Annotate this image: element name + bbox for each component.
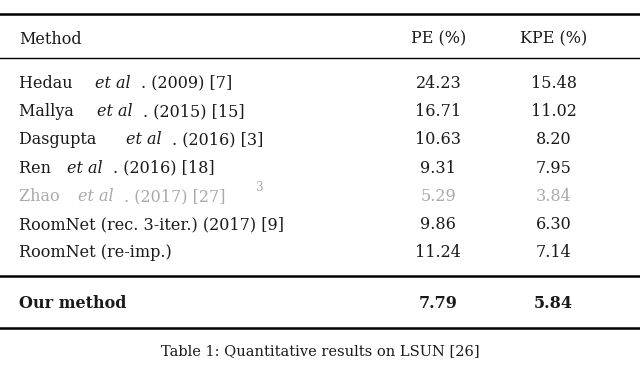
Text: 7.95: 7.95 bbox=[536, 160, 572, 177]
Text: et al: et al bbox=[97, 103, 132, 120]
Text: . (2017) [27]: . (2017) [27] bbox=[124, 188, 226, 205]
Text: 11.24: 11.24 bbox=[415, 244, 461, 262]
Text: 9.86: 9.86 bbox=[420, 216, 456, 233]
Text: 7.79: 7.79 bbox=[419, 295, 458, 312]
Text: et al: et al bbox=[125, 131, 161, 148]
Text: Table 1: Quantitative results on LSUN [26]: Table 1: Quantitative results on LSUN [2… bbox=[161, 344, 479, 359]
Text: RoomNet (rec. 3-iter.) (2017) [9]: RoomNet (rec. 3-iter.) (2017) [9] bbox=[19, 216, 284, 233]
Text: Dasgupta: Dasgupta bbox=[19, 131, 102, 148]
Text: et al: et al bbox=[95, 75, 131, 92]
Text: et al: et al bbox=[67, 160, 103, 177]
Text: 3: 3 bbox=[255, 181, 263, 193]
Text: Zhao: Zhao bbox=[19, 188, 65, 205]
Text: 6.30: 6.30 bbox=[536, 216, 572, 233]
Text: 5.84: 5.84 bbox=[534, 295, 573, 312]
Text: Ren: Ren bbox=[19, 160, 56, 177]
Text: 5.29: 5.29 bbox=[420, 188, 456, 205]
Text: . (2016) [18]: . (2016) [18] bbox=[113, 160, 214, 177]
Text: Our method: Our method bbox=[19, 295, 127, 312]
Text: 7.14: 7.14 bbox=[536, 244, 572, 262]
Text: 10.63: 10.63 bbox=[415, 131, 461, 148]
Text: Hedau: Hedau bbox=[19, 75, 78, 92]
Text: 16.71: 16.71 bbox=[415, 103, 461, 120]
Text: 8.20: 8.20 bbox=[536, 131, 572, 148]
Text: 24.23: 24.23 bbox=[415, 75, 461, 92]
Text: KPE (%): KPE (%) bbox=[520, 31, 588, 48]
Text: . (2016) [3]: . (2016) [3] bbox=[172, 131, 263, 148]
Text: Method: Method bbox=[19, 31, 82, 48]
Text: 3.84: 3.84 bbox=[536, 188, 572, 205]
Text: et al: et al bbox=[78, 188, 114, 205]
Text: . (2009) [7]: . (2009) [7] bbox=[141, 75, 232, 92]
Text: RoomNet (re-imp.): RoomNet (re-imp.) bbox=[19, 244, 172, 262]
Text: PE (%): PE (%) bbox=[411, 31, 466, 48]
Text: Mallya: Mallya bbox=[19, 103, 79, 120]
Text: 9.31: 9.31 bbox=[420, 160, 456, 177]
Text: 15.48: 15.48 bbox=[531, 75, 577, 92]
Text: 11.02: 11.02 bbox=[531, 103, 577, 120]
Text: . (2015) [15]: . (2015) [15] bbox=[143, 103, 244, 120]
